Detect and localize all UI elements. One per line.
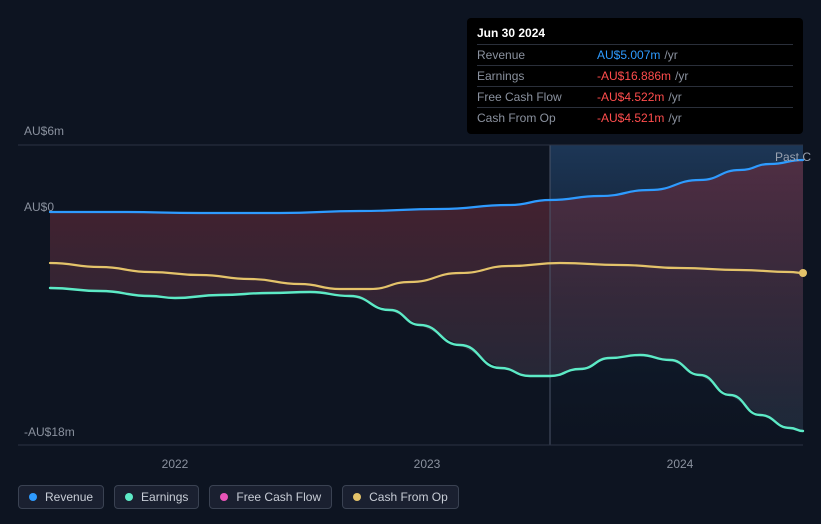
tooltip-unit: /yr bbox=[664, 48, 677, 62]
tooltip-key: Earnings bbox=[477, 69, 597, 83]
tooltip-value: -AU$16.886m bbox=[597, 69, 671, 83]
tooltip-key: Free Cash Flow bbox=[477, 90, 597, 104]
tooltip-row: Cash From Op-AU$4.521m/yr bbox=[477, 107, 793, 128]
legend-item-cash_from_op[interactable]: Cash From Op bbox=[342, 485, 459, 509]
x-tick-label: 2024 bbox=[667, 457, 694, 471]
chart-legend: Revenue Earnings Free Cash Flow Cash From O… bbox=[18, 485, 459, 509]
legend-item-free_cash_flow[interactable]: Free Cash Flow bbox=[209, 485, 332, 509]
legend-label: Free Cash Flow bbox=[236, 490, 321, 504]
tooltip-unit: /yr bbox=[668, 90, 681, 104]
tooltip-value: -AU$4.522m bbox=[597, 90, 664, 104]
legend-dot-icon bbox=[353, 493, 361, 501]
hover-tooltip: Jun 30 2024 RevenueAU$5.007m/yrEarnings-… bbox=[467, 18, 803, 134]
tooltip-unit: /yr bbox=[668, 111, 681, 125]
x-tick-label: 2023 bbox=[414, 457, 441, 471]
tooltip-value: AU$5.007m bbox=[597, 48, 660, 62]
legend-item-earnings[interactable]: Earnings bbox=[114, 485, 199, 509]
y-tick-label: AU$0 bbox=[24, 200, 54, 214]
y-tick-label: AU$6m bbox=[24, 124, 64, 138]
legend-dot-icon bbox=[125, 493, 133, 501]
tooltip-row: RevenueAU$5.007m/yr bbox=[477, 44, 793, 65]
tooltip-row: Free Cash Flow-AU$4.522m/yr bbox=[477, 86, 793, 107]
tooltip-key: Cash From Op bbox=[477, 111, 597, 125]
legend-dot-icon bbox=[220, 493, 228, 501]
tooltip-key: Revenue bbox=[477, 48, 597, 62]
x-tick-label: 2022 bbox=[162, 457, 189, 471]
past-label: Past C bbox=[775, 150, 811, 164]
tooltip-row: Earnings-AU$16.886m/yr bbox=[477, 65, 793, 86]
legend-label: Earnings bbox=[141, 490, 188, 504]
earnings-chart-root: AU$6m AU$0 -AU$18m 2022 2023 2024 Past C… bbox=[0, 0, 821, 524]
tooltip-value: -AU$4.521m bbox=[597, 111, 664, 125]
tooltip-date: Jun 30 2024 bbox=[477, 26, 793, 40]
legend-label: Revenue bbox=[45, 490, 93, 504]
legend-label: Cash From Op bbox=[369, 490, 448, 504]
legend-item-revenue[interactable]: Revenue bbox=[18, 485, 104, 509]
legend-dot-icon bbox=[29, 493, 37, 501]
tooltip-unit: /yr bbox=[675, 69, 688, 83]
y-tick-label: -AU$18m bbox=[24, 425, 75, 439]
